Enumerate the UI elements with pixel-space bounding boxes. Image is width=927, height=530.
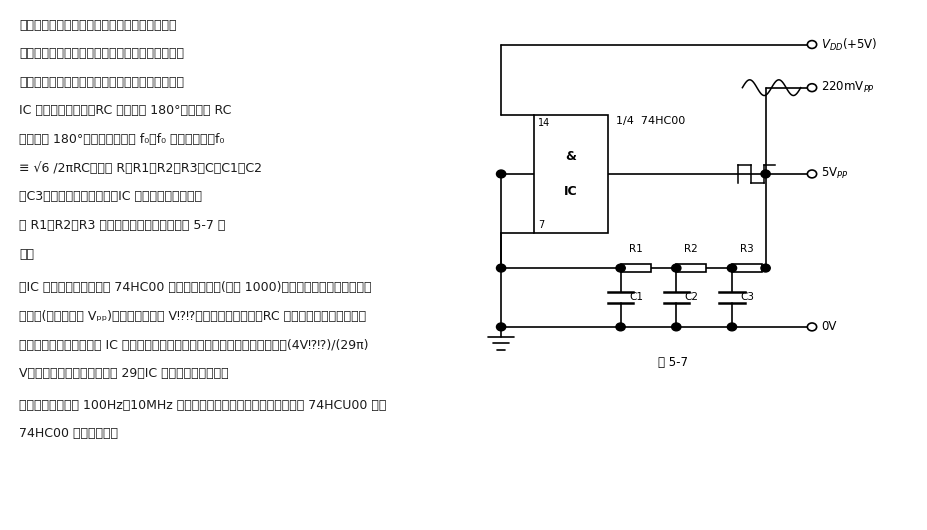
Text: ≡ √6 /2πRC。式中 R＝R1＝R2＝R3，C＝C1＝C2: ≡ √6 /2πRC。式中 R＝R1＝R2＝R3，C＝C1＝C2 (19, 162, 262, 175)
Text: 本电路的特点是，仅用一个普通反相门和少数: 本电路的特点是，仅用一个普通反相门和少数 (19, 19, 177, 32)
Circle shape (806, 170, 816, 178)
Circle shape (616, 264, 625, 272)
Text: &: & (565, 150, 576, 163)
Text: 率放形：方波和正弦波。电路工作条件是，反相器: 率放形：方波和正弦波。电路工作条件是，反相器 (19, 76, 184, 89)
Text: 220mV$_{PP}$: 220mV$_{PP}$ (820, 80, 874, 95)
Text: R2: R2 (684, 244, 697, 254)
Bar (620, 264, 650, 272)
Circle shape (671, 264, 680, 272)
Text: 0V: 0V (820, 321, 836, 333)
Circle shape (806, 323, 816, 331)
Text: IC 输出方波，这是因为 74HC00 反相门增益很高(大于 1000)而使其输出饱和所形成。方: IC 输出方波，这是因为 74HC00 反相门增益很高(大于 1000)而使其输… (19, 281, 372, 295)
Text: 示。: 示。 (19, 248, 34, 261)
Text: 74HC00 效果则更好。: 74HC00 效果则更好。 (19, 427, 118, 440)
Text: R1: R1 (629, 244, 641, 254)
Circle shape (671, 323, 680, 331)
Circle shape (496, 264, 505, 272)
Text: 网络产生 180°相移的振荡频率 f₀。f₀ 计算公式为：f₀: 网络产生 180°相移的振荡频率 f₀。f₀ 计算公式为：f₀ (19, 133, 224, 146)
Circle shape (727, 323, 736, 331)
Text: ＝C3。象线性放大器一样，IC 也需设置偏压，在此: ＝C3。象线性放大器一样，IC 也需设置偏压，在此 (19, 190, 202, 204)
Text: IC: IC (564, 185, 577, 198)
Circle shape (806, 41, 816, 48)
Text: 图 5-7: 图 5-7 (657, 356, 687, 369)
Text: 波幅度(即峰－峰値 Vₚₚ)约等于电源电压 V⁉⁉，其基波幅度不同。RC 网络既有移相又有低通滤: 波幅度(即峰－峰値 Vₚₚ)约等于电源电压 V⁉⁉，其基波幅度不同。RC 网络既… (19, 310, 366, 323)
Text: IC 具有很高的增益；RC 两络引入 180°相移。使 RC: IC 具有很高的增益；RC 两络引入 180°相移。使 RC (19, 104, 232, 118)
Text: 5V$_{PP}$: 5V$_{PP}$ (820, 166, 848, 181)
Bar (731, 264, 761, 272)
Circle shape (760, 264, 769, 272)
Circle shape (496, 170, 505, 178)
Text: 该振荡器频率在 100Hz～10MHz 范围内工作良好。若用无缓冲输出级的 74HCU00 代替: 该振荡器频率在 100Hz～10MHz 范围内工作良好。若用无缓冲输出级的 74… (19, 399, 387, 412)
Circle shape (760, 170, 769, 178)
Text: V。如果反相器的增益恰好为 29，IC 输出的将是正弦波。: V。如果反相器的增益恰好为 29，IC 输出的将是正弦波。 (19, 367, 229, 381)
Text: 由 R1、R2、R3 支路提供。电路原理图如图 5-7 所: 由 R1、R2、R3 支路提供。电路原理图如图 5-7 所 (19, 219, 225, 232)
Text: $V_{DD}$(+5V): $V_{DD}$(+5V) (820, 37, 877, 52)
Text: 7: 7 (538, 219, 544, 229)
Text: 1/4  74HC00: 1/4 74HC00 (616, 116, 685, 126)
Text: C1: C1 (629, 293, 642, 303)
Circle shape (806, 84, 816, 92)
Text: 14: 14 (538, 118, 550, 128)
Text: 波之功能。在其输出端即 IC 的输入端得到一个略有失真的正弦波，其幅度为：(4V⁉⁉)/(29π): 波之功能。在其输出端即 IC 的输入端得到一个略有失真的正弦波，其幅度为：(4V… (19, 339, 368, 352)
Circle shape (496, 323, 505, 331)
Bar (533, 115, 607, 233)
Text: 元件构成一个时钒发生器，还能同时输出两种同频: 元件构成一个时钒发生器，还能同时输出两种同频 (19, 47, 184, 60)
Text: R3: R3 (740, 244, 753, 254)
Circle shape (727, 264, 736, 272)
Text: C3: C3 (740, 293, 754, 303)
Text: C2: C2 (684, 293, 698, 303)
Circle shape (616, 323, 625, 331)
Bar (676, 264, 705, 272)
